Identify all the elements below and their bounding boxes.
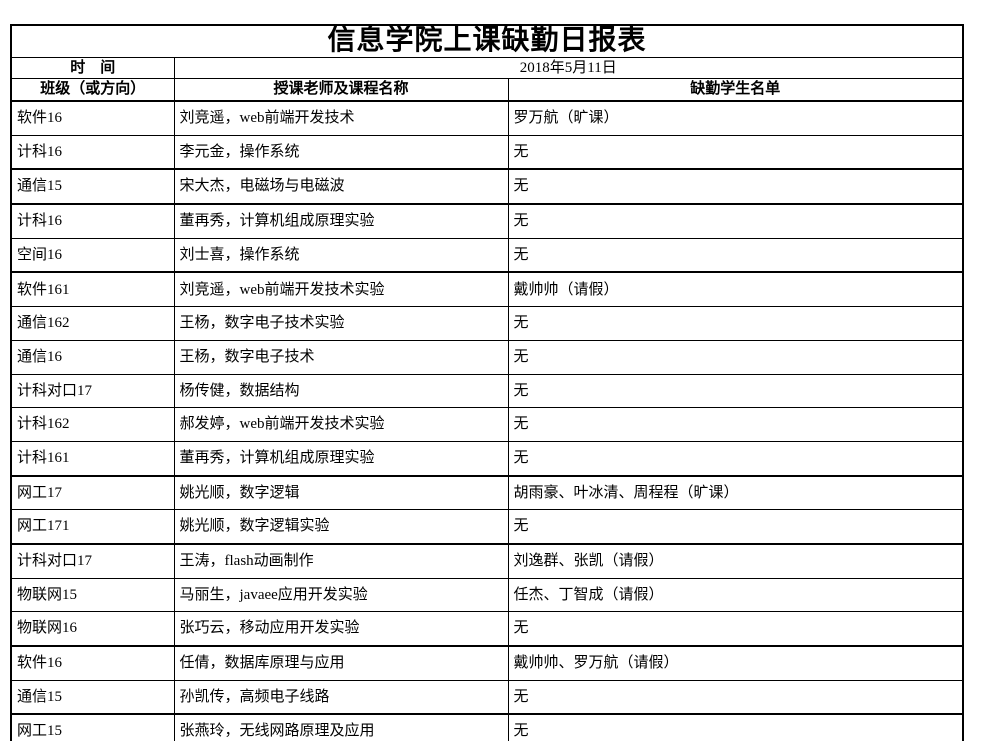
table-row: 网工17 姚光顺，数字逻辑 胡雨豪、叶冰清、周程程（旷课） (10, 475, 964, 511)
teacher-course-cell: 马丽生，javaee应用开发实验 (173, 577, 509, 613)
table-row: 计科161 董再秀，计算机组成原理实验无 (10, 440, 964, 477)
attendance-table: 信息学院上课缺勤日报表 时 间 2018年5月11日 班级（或方向） 授课老师及… (10, 24, 965, 741)
table-row: 空间16 刘士喜，操作系统无 (10, 237, 964, 274)
class-cell: 网工17 (10, 475, 175, 511)
absent-cell: 戴帅帅、罗万航（请假） (507, 645, 964, 681)
column-header-teacher-course: 授课老师及课程名称 (173, 78, 509, 102)
date-value: 2018年5月11日 (173, 57, 964, 79)
report-title: 信息学院上课缺勤日报表 (10, 24, 964, 58)
class-cell: 计科161 (10, 440, 175, 477)
teacher-course-cell: 董再秀，计算机组成原理实验 (173, 203, 509, 239)
column-header-row: 班级（或方向） 授课老师及课程名称 缺勤学生名单 (10, 78, 964, 102)
table-row: 通信15 宋大杰，电磁场与电磁波无 (10, 168, 964, 206)
teacher-course-cell: 刘士喜，操作系统 (173, 237, 509, 274)
teacher-course-cell: 王杨，数字电子技术 (173, 339, 509, 375)
teacher-course-cell: 任倩，数据库原理与应用 (173, 645, 509, 681)
absent-cell: 无 (507, 237, 964, 274)
class-cell: 计科16 (10, 203, 175, 239)
title-row: 信息学院上课缺勤日报表 (10, 24, 964, 58)
table-row: 软件16 任倩，数据库原理与应用 戴帅帅、罗万航（请假） (10, 645, 964, 681)
absent-cell: 胡雨豪、叶冰清、周程程（旷课） (507, 475, 964, 511)
teacher-course-cell: 姚光顺，数字逻辑 (173, 475, 509, 511)
teacher-course-cell: 张燕玲，无线网路原理及应用 (173, 713, 509, 741)
table-row: 物联网16 张巧云，移动应用开发实验无 (10, 611, 964, 648)
class-cell: 物联网16 (10, 611, 175, 648)
teacher-course-cell: 刘竞遥，web前端开发技术实验 (173, 271, 509, 308)
table-row: 计科对口17 王涛，flash动画制作 刘逸群、张凯（请假） (10, 543, 964, 579)
teacher-course-cell: 姚光顺，数字逻辑实验 (173, 509, 509, 545)
table-row: 计科对口17 杨传健，数据结构无 (10, 373, 964, 409)
class-cell: 通信16 (10, 339, 175, 375)
table-row: 计科16 董再秀，计算机组成原理实验无 (10, 203, 964, 239)
absent-cell: 无 (507, 306, 964, 341)
table-row: 软件161 刘竞遥，web前端开发技术实验 戴帅帅（请假） (10, 271, 964, 308)
absent-cell: 无 (507, 679, 964, 716)
absent-cell: 无 (507, 134, 964, 171)
class-cell: 网工171 (10, 509, 175, 545)
absent-cell: 戴帅帅（请假） (507, 271, 964, 308)
class-cell: 软件16 (10, 645, 175, 681)
column-header-absent-students: 缺勤学生名单 (507, 78, 964, 102)
absent-cell: 无 (507, 509, 964, 545)
absent-cell: 刘逸群、张凯（请假） (507, 543, 964, 579)
table-row: 计科16 李元金，操作系统无 (10, 134, 964, 171)
class-cell: 计科对口17 (10, 543, 175, 579)
absent-cell: 无 (507, 611, 964, 648)
table-row: 通信16 王杨，数字电子技术无 (10, 339, 964, 375)
class-cell: 计科16 (10, 134, 175, 171)
absent-cell: 无 (507, 203, 964, 239)
class-cell: 通信162 (10, 306, 175, 341)
teacher-course-cell: 刘竞遥，web前端开发技术 (173, 100, 509, 136)
absent-cell: 无 (507, 339, 964, 375)
teacher-course-cell: 郝发婷，web前端开发技术实验 (173, 407, 509, 442)
table-row: 通信162 王杨，数字电子技术实验无 (10, 306, 964, 341)
absent-cell: 无 (507, 407, 964, 442)
teacher-course-cell: 王杨，数字电子技术实验 (173, 306, 509, 341)
class-cell: 通信15 (10, 679, 175, 716)
teacher-course-cell: 宋大杰，电磁场与电磁波 (173, 168, 509, 206)
class-cell: 网工15 (10, 713, 175, 741)
class-cell: 物联网15 (10, 577, 175, 613)
teacher-course-cell: 李元金，操作系统 (173, 134, 509, 171)
teacher-course-cell: 杨传健，数据结构 (173, 373, 509, 409)
absent-cell: 无 (507, 373, 964, 409)
column-header-class: 班级（或方向） (10, 78, 175, 102)
absent-cell: 罗万航（旷课） (507, 100, 964, 136)
absent-cell: 无 (507, 168, 964, 206)
absent-cell: 任杰、丁智成（请假） (507, 577, 964, 613)
table-row: 网工171 姚光顺，数字逻辑实验无 (10, 509, 964, 545)
absent-cell: 无 (507, 713, 964, 741)
class-cell: 通信15 (10, 168, 175, 206)
class-cell: 软件16 (10, 100, 175, 136)
class-cell: 软件161 (10, 271, 175, 308)
teacher-course-cell: 董再秀，计算机组成原理实验 (173, 440, 509, 477)
date-row: 时 间 2018年5月11日 (10, 57, 964, 79)
absent-cell: 无 (507, 440, 964, 477)
table-row: 网工15 张燕玲，无线网路原理及应用无 (10, 713, 964, 741)
table-row: 通信15 孙凯传，高频电子线路无 (10, 679, 964, 716)
table-body: 软件16 刘竞遥，web前端开发技术 罗万航（旷课） 计科16 李元金，操作系统无通信1… (10, 100, 964, 741)
class-cell: 计科对口17 (10, 373, 175, 409)
table-row: 计科162 郝发婷，web前端开发技术实验无 (10, 407, 964, 442)
table-row: 软件16 刘竞遥，web前端开发技术 罗万航（旷课） (10, 100, 964, 136)
class-cell: 计科162 (10, 407, 175, 442)
teacher-course-cell: 张巧云，移动应用开发实验 (173, 611, 509, 648)
teacher-course-cell: 王涛，flash动画制作 (173, 543, 509, 579)
table-row: 物联网15 马丽生，javaee应用开发实验 任杰、丁智成（请假） (10, 577, 964, 613)
class-cell: 空间16 (10, 237, 175, 274)
teacher-course-cell: 孙凯传，高频电子线路 (173, 679, 509, 716)
time-label: 时 间 (10, 57, 175, 79)
